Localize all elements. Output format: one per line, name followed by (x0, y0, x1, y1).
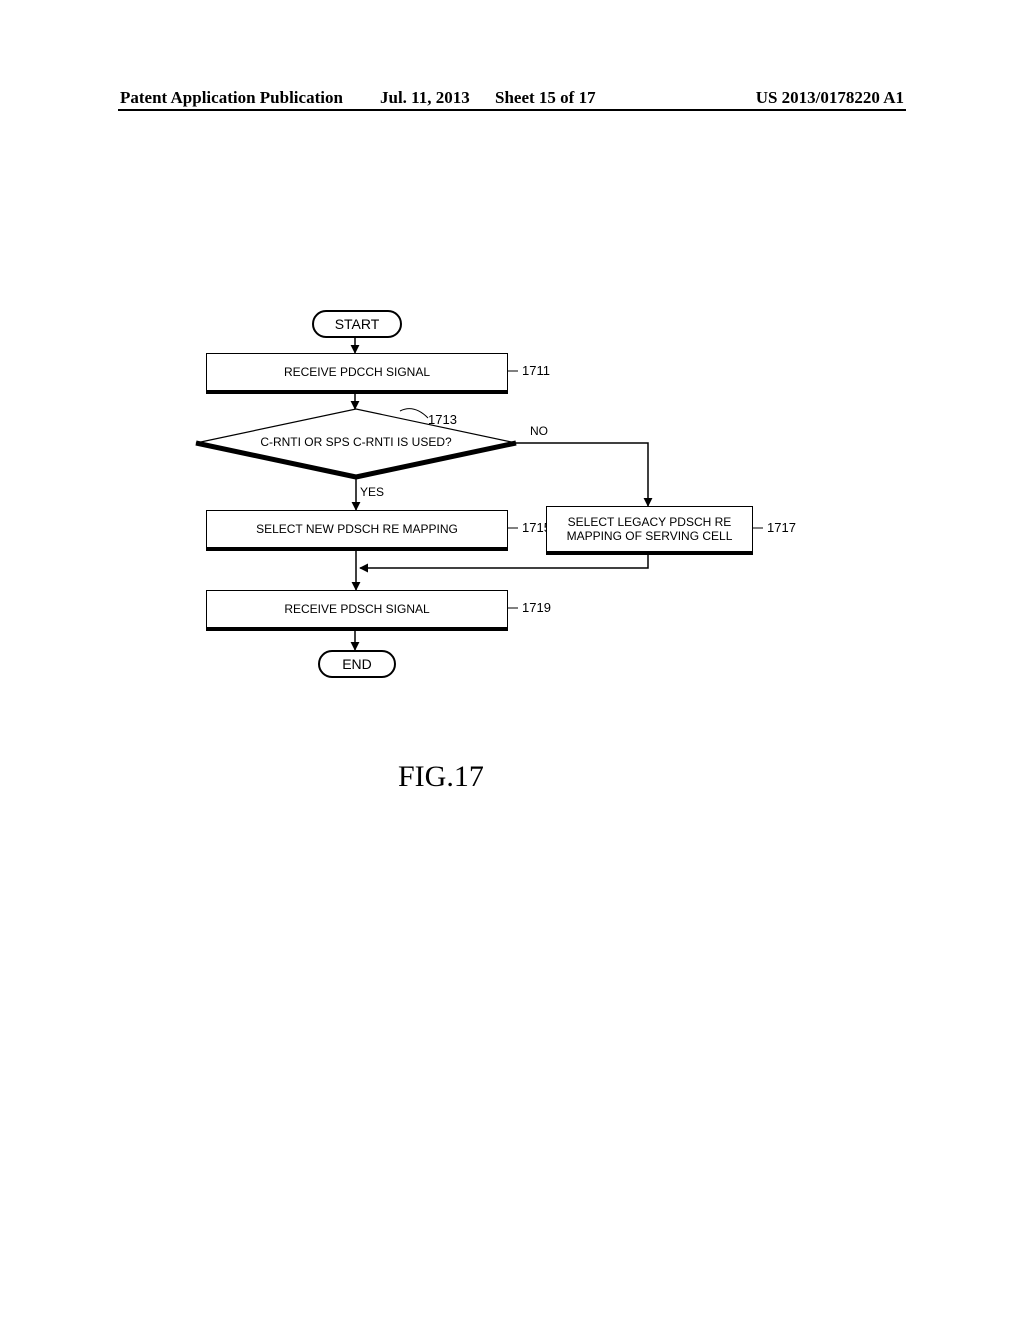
edge-label-no: NO (530, 424, 548, 438)
ref-1711: 1711 (522, 363, 550, 378)
edge-1713-1717 (516, 443, 648, 506)
process-1719: RECEIVE PDSCH SIGNAL (206, 590, 508, 631)
ref-1713: 1713 (428, 412, 457, 427)
process-1715: SELECT NEW PDSCH RE MAPPING (206, 510, 508, 551)
ref-1717: 1717 (767, 520, 796, 535)
flowchart-canvas: START RECEIVE PDCCH SIGNAL 1711 C-RNTI O… (0, 0, 1024, 1320)
decision-1713-label: C-RNTI OR SPS C-RNTI IS USED? (236, 435, 476, 449)
ref-leader-1713 (400, 409, 428, 418)
process-1711: RECEIVE PDCCH SIGNAL (206, 353, 508, 394)
terminator-end: END (318, 650, 396, 678)
flowchart-svg (0, 0, 1024, 1320)
edge-label-yes: YES (360, 485, 384, 499)
figure-caption: FIG.17 (398, 760, 484, 794)
terminator-start: START (312, 310, 402, 338)
process-1717: SELECT LEGACY PDSCH RE MAPPING OF SERVIN… (546, 506, 753, 555)
ref-1719: 1719 (522, 600, 551, 615)
